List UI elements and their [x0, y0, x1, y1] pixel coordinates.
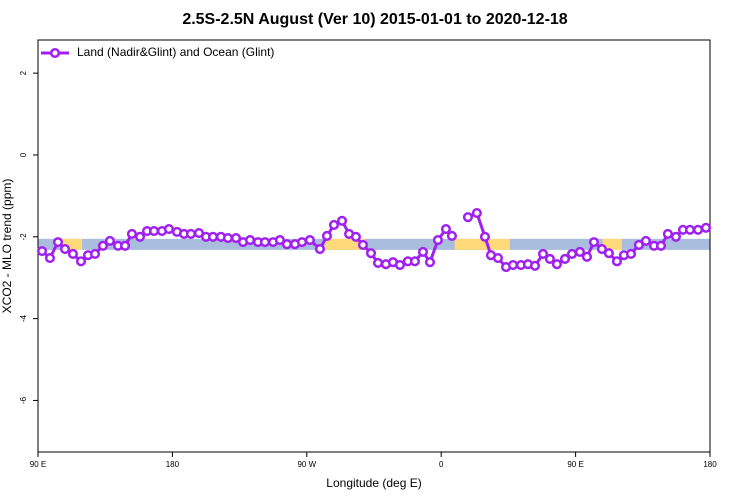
data-point: [350, 231, 361, 242]
land-segment: [454, 238, 510, 250]
x-tick-label: 0: [439, 460, 444, 469]
data-point: [471, 208, 482, 219]
data-point: [304, 235, 315, 246]
data-point: [365, 248, 377, 259]
y-tick-label: -6: [19, 396, 28, 404]
data-point: [662, 228, 673, 239]
data-point: [120, 240, 131, 251]
land-segment: [61, 238, 83, 250]
data-point: [328, 219, 340, 230]
data-point: [700, 222, 712, 233]
data-point: [44, 253, 55, 264]
data-point: [432, 235, 443, 246]
data-point: [537, 248, 549, 260]
data-point: [126, 228, 137, 239]
chart-title: 2.5S-2.5N August (Ver 10) 2015-01-01 to …: [182, 11, 567, 28]
data-point: [163, 223, 175, 235]
data-point: [670, 231, 682, 242]
land-segment: [602, 238, 622, 250]
data-point: [492, 253, 503, 264]
x-axis-label: Longitude (deg E): [326, 476, 421, 490]
data-point: [566, 248, 578, 260]
data-point: [185, 228, 196, 239]
data-point: [259, 237, 271, 248]
legend-label: Land (Nadir&Glint) and Ocean (Glint): [77, 45, 274, 59]
data-point: [245, 235, 256, 246]
data-point: [207, 231, 219, 242]
data-point: [321, 230, 333, 242]
data-point: [59, 244, 71, 255]
x-tick-label: 90 E: [30, 460, 46, 469]
x-tick-label: 180: [703, 460, 717, 469]
data-point: [479, 231, 491, 242]
data-point: [588, 237, 600, 248]
data-point: [394, 259, 406, 271]
data-point: [372, 257, 384, 269]
y-tick-label: -2: [19, 233, 28, 241]
data-point: [440, 223, 452, 235]
data-point: [559, 253, 571, 264]
data-point: [507, 259, 519, 271]
data-point: [640, 235, 651, 246]
y-tick-label: 2: [19, 70, 28, 75]
data-point: [574, 246, 585, 257]
data-point: [357, 239, 368, 251]
data-point: [693, 224, 704, 235]
y-axis-label: XCO2 - MLO trend (ppm): [0, 179, 14, 314]
data-point: [446, 230, 458, 242]
data-point: [104, 235, 116, 246]
data-point: [633, 239, 644, 251]
data-point: [336, 215, 348, 226]
data-point: [134, 231, 146, 242]
data-point: [462, 212, 473, 223]
data-point: [417, 246, 429, 257]
data-point: [67, 248, 78, 260]
data-point: [611, 256, 623, 267]
data-point: [230, 232, 242, 244]
data-point: [314, 244, 325, 255]
data-point: [296, 237, 308, 248]
data-point: [281, 239, 292, 250]
x-tick-label: 90 W: [297, 460, 316, 469]
land-segment: [324, 238, 366, 250]
plot-frame: [37, 39, 711, 453]
data-point: [97, 240, 109, 251]
data-point: [274, 235, 285, 246]
data-point: [89, 248, 101, 260]
data-point: [684, 224, 696, 235]
data-point: [544, 253, 555, 264]
data-point: [424, 257, 436, 268]
data-point: [222, 232, 234, 244]
data-point: [603, 248, 614, 259]
y-tick-label: -4: [19, 315, 28, 323]
legend-marker: [49, 47, 61, 59]
data-point: [36, 246, 48, 257]
data-point: [551, 259, 562, 270]
ocean-band: [38, 238, 710, 250]
data-point: [52, 237, 64, 248]
data-point: [529, 260, 541, 271]
data-point: [625, 248, 637, 260]
x-tick-label: 180: [166, 460, 180, 469]
y-tick-label: 0: [19, 152, 28, 157]
data-point: [148, 226, 160, 237]
x-tick-label: 90 E: [567, 460, 583, 469]
data-point: [75, 256, 87, 267]
data-point: [596, 244, 607, 255]
data-point: [409, 256, 420, 267]
data-point: [581, 251, 592, 262]
data-point: [655, 240, 667, 251]
